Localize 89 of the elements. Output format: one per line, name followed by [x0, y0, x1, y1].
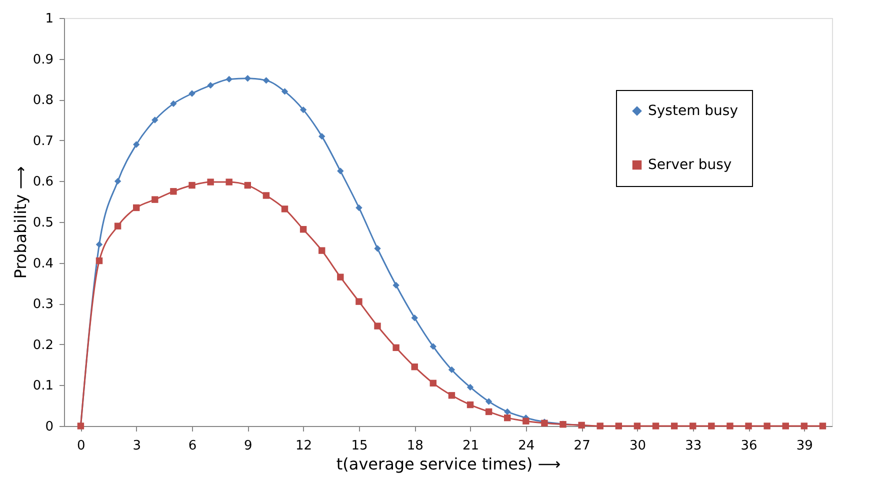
y-tick-label: 0.4: [32, 256, 54, 272]
point: [504, 408, 511, 416]
point: [764, 422, 770, 430]
point: [485, 398, 492, 405]
point: [634, 422, 641, 430]
x-tick-label: 15: [351, 438, 368, 454]
point: [819, 422, 826, 430]
point: [504, 414, 511, 422]
point: [244, 182, 252, 189]
point: [318, 132, 326, 140]
y-tick-label: 0.1: [32, 378, 54, 394]
point: [170, 188, 177, 195]
point: [132, 141, 140, 148]
point: [670, 422, 678, 430]
point: [207, 178, 214, 186]
point: [466, 384, 474, 391]
y-tick-label: 0.3: [32, 297, 54, 312]
x-tick-label: 27: [574, 438, 590, 454]
point: [782, 422, 789, 430]
point: [226, 76, 232, 83]
y-axis-title: Probability ⟶: [10, 166, 30, 279]
point: [262, 77, 270, 84]
point: [411, 314, 418, 322]
x-tick-label: 12: [296, 438, 312, 454]
x-tick-label: 33: [685, 438, 702, 454]
point: [800, 422, 808, 430]
point: [356, 298, 362, 305]
y-tick-label: 1: [45, 12, 54, 26]
x-tick-label: 21: [462, 438, 480, 454]
point: [596, 422, 604, 430]
point: [392, 344, 400, 352]
point: [652, 422, 660, 430]
y-tick-label: 0.6: [32, 174, 54, 190]
point: [337, 274, 344, 280]
point: [374, 245, 381, 252]
point: [448, 366, 456, 374]
point: [690, 422, 696, 430]
x-tick-label: 30: [629, 438, 646, 454]
x-tick-label: 18: [406, 438, 424, 454]
point: [411, 363, 418, 370]
point: [708, 422, 715, 430]
point: [96, 241, 103, 248]
point: [615, 422, 622, 430]
x-axis-title: t(average service times) ⟶: [336, 454, 561, 474]
point: [745, 422, 752, 430]
y-tick-label: 0.7: [32, 134, 54, 149]
point: [207, 82, 214, 89]
point: [281, 88, 288, 95]
y-tick-label: 0.2: [32, 338, 54, 353]
x-tick-label: 6: [188, 438, 197, 454]
point: [430, 380, 437, 387]
point: [226, 178, 232, 186]
point: [114, 178, 122, 185]
point: [485, 408, 492, 416]
point: [300, 106, 307, 114]
point: [726, 422, 734, 430]
x-tick-label: 9: [244, 438, 252, 454]
point: [132, 204, 140, 212]
point: [281, 206, 288, 212]
x-tick-label: 24: [518, 438, 535, 454]
point: [466, 401, 474, 408]
x-tick-label: 3: [132, 438, 141, 454]
y-tick-label: 0.5: [32, 216, 54, 230]
y-tick-label: 0.8: [32, 93, 54, 108]
point: [152, 196, 158, 203]
x-tick-label: 36: [740, 438, 758, 454]
legend-label: Server busy: [648, 157, 732, 173]
point: [522, 418, 530, 424]
point: [262, 192, 270, 199]
point: [392, 282, 400, 289]
point: [318, 247, 326, 254]
point: [448, 392, 456, 399]
point: [170, 100, 177, 108]
point: [337, 168, 344, 174]
point: [114, 222, 122, 230]
y-tick-label: 0: [45, 420, 54, 434]
point: [152, 116, 158, 124]
point: [430, 343, 437, 350]
point: [356, 204, 362, 212]
point: [96, 257, 103, 264]
x-tick-label: 0: [77, 438, 86, 454]
y-tick-label: 0.9: [32, 52, 54, 68]
point: [374, 322, 381, 330]
point: [188, 90, 196, 97]
point: [300, 226, 307, 233]
legend-label: System busy: [648, 103, 738, 119]
point: [188, 182, 196, 189]
point: [244, 75, 252, 82]
x-tick-label: 39: [796, 438, 813, 454]
